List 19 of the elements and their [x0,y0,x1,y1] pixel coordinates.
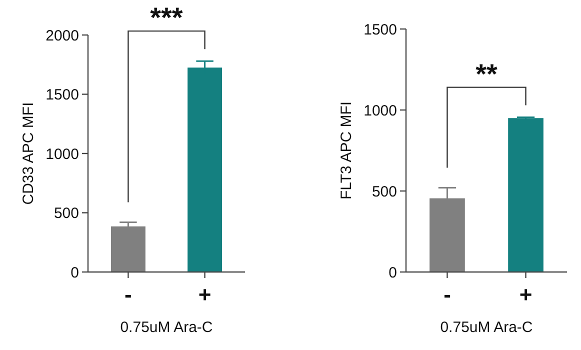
y-tick-label: 0 [388,264,397,282]
x-tick-label: - [444,282,451,307]
x-tick-label: + [519,282,532,307]
y-tick-label: 500 [372,183,397,200]
y-axis-title: CD33 APC MFI [20,102,37,205]
x-tick-label: + [198,282,212,307]
x-axis-title: 0.75uM Ara-C [440,319,533,336]
y-tick-label: 1500 [46,86,79,104]
x-tick-label: - [124,282,132,307]
y-tick-label: 500 [54,205,79,222]
text: *** [150,2,183,34]
x-axis-title: 0.75uM Ara-C [120,319,213,336]
y-tick-label: 0 [70,264,79,282]
y-axis-title: FLT3 APC MFI [338,101,355,200]
annotation: ** [476,58,498,90]
y-tick-label: 1500 [364,21,397,38]
y-tick-label: 1000 [364,102,397,120]
y-tick-label: 1000 [46,146,79,163]
y-tick-label: 2000 [46,27,79,44]
